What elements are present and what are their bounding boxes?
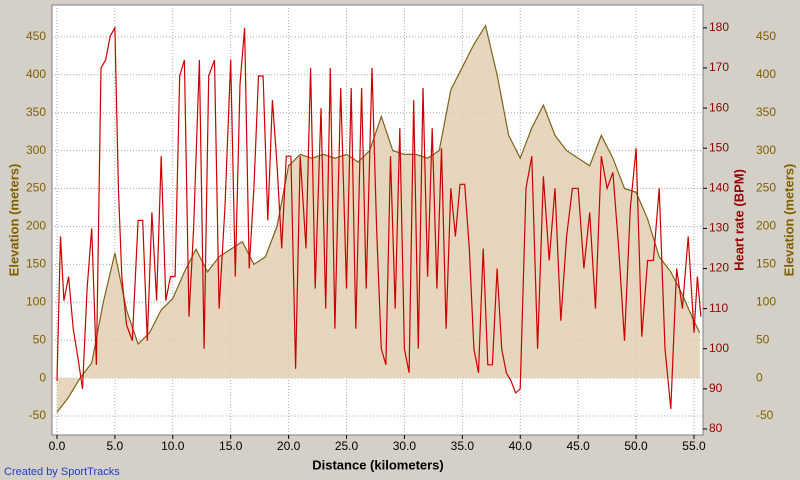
y-tick-label: 100 <box>26 294 46 308</box>
y2-tick-label: 140 <box>709 180 729 194</box>
y-axis-label: Elevation (meters) <box>6 164 21 277</box>
y2-tick-label: 180 <box>709 20 729 34</box>
y3-tick-label: 250 <box>756 181 776 195</box>
y2-tick-label: 150 <box>709 140 729 154</box>
y-tick-label: -50 <box>29 408 47 422</box>
y2-tick-label: 170 <box>709 60 729 74</box>
y3-axis-label: Elevation (meters) <box>781 164 796 277</box>
y-tick-label: 450 <box>26 29 46 43</box>
series-line <box>56 25 702 409</box>
y3-tick-label: 400 <box>756 67 776 81</box>
y3-tick-label: 150 <box>756 257 776 271</box>
x-tick-label: 5.0 <box>107 439 124 453</box>
y-tick-label: 350 <box>26 105 46 119</box>
credit: Created by SportTracks <box>4 466 120 478</box>
y-tick-label: 250 <box>26 181 46 195</box>
y-tick-label: 150 <box>26 257 46 271</box>
x-axis-label: Distance (kilometers) <box>312 457 444 472</box>
y3-tick-label: 100 <box>756 294 776 308</box>
y2-tick-label: 100 <box>709 341 729 355</box>
x-tick-label: 0.0 <box>49 439 66 453</box>
y2-tick-label: 90 <box>709 381 723 395</box>
x-tick-label: 25.0 <box>335 439 359 453</box>
y3-tick-label: 0 <box>756 370 763 384</box>
x-tick-label: 30.0 <box>393 439 417 453</box>
y3-tick-label: 350 <box>756 105 776 119</box>
series-line <box>56 23 701 413</box>
y-tick-label: 300 <box>26 143 46 157</box>
y2-tick-label: 110 <box>709 301 728 315</box>
y3-tick-label: -50 <box>756 408 774 422</box>
y2-tick-label: 80 <box>709 421 723 435</box>
y3-tick-label: 450 <box>756 29 776 43</box>
y2-axis-label: Heart rate (BPM) <box>731 169 746 271</box>
y2-tick-label: 120 <box>709 261 729 275</box>
y3-tick-label: 300 <box>756 143 776 157</box>
y3-tick-label: 200 <box>756 219 776 233</box>
x-tick-label: 45.0 <box>566 439 590 453</box>
y-tick-label: 0 <box>39 370 46 384</box>
x-tick-label: 55.0 <box>682 439 706 453</box>
x-tick-label: 40.0 <box>509 439 533 453</box>
x-tick-label: 20.0 <box>277 439 301 453</box>
y-tick-label: 50 <box>33 332 47 346</box>
x-tick-label: 35.0 <box>451 439 475 453</box>
y-tick-label: 200 <box>26 219 46 233</box>
y2-tick-label: 130 <box>709 221 729 235</box>
x-tick-label: 10.0 <box>161 439 185 453</box>
x-tick-label: 50.0 <box>624 439 648 453</box>
y-tick-label: 400 <box>26 67 46 81</box>
x-tick-label: 15.0 <box>219 439 243 453</box>
y2-tick-label: 160 <box>709 100 729 114</box>
y3-tick-label: 50 <box>756 332 770 346</box>
